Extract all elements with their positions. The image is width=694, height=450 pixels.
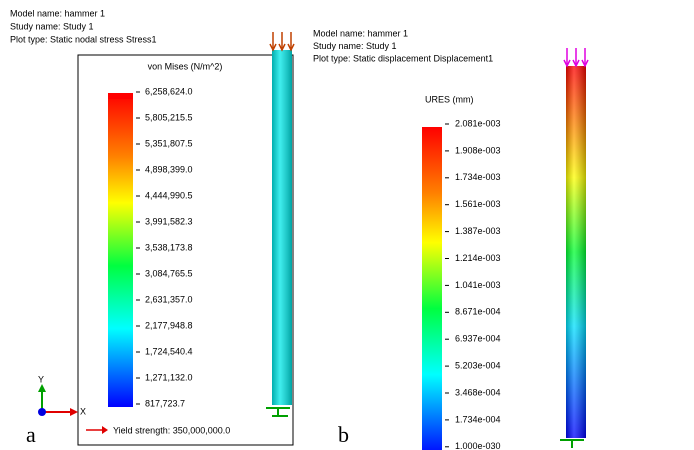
color-bar [422,127,442,450]
legend-label: 4,898,399.0 [145,164,193,174]
fixture [560,440,584,448]
color-bar-top [108,93,133,99]
header-line: Model name: hammer 1 [313,28,408,38]
legend-label: 3,538,173.8 [145,242,193,252]
legend-label: 2,631,357.0 [145,294,193,304]
legend-label: 6,258,624.0 [145,86,193,96]
axis-label: X [80,406,86,416]
header-line: Plot type: Static displacement Displacem… [313,53,493,63]
legend-title: von Mises (N/m^2) [148,61,223,71]
legend-label: 1.734e-004 [455,414,501,424]
legend-label: 2.081e-003 [455,118,501,128]
legend-label: 2,177,948.8 [145,320,193,330]
beam-shade [566,66,586,438]
legend-label: 1.214e-003 [455,253,501,263]
yield-strength: Yield strength: 350,000,000.0 [113,425,230,435]
header-line: Study name: Study 1 [10,21,94,31]
panel-label: b [338,422,349,447]
legend-label: 1.387e-003 [455,226,501,236]
legend-label: 5,805,215.5 [145,112,193,122]
legend-title: URES (mm) [425,94,474,104]
legend-label: 1,724,540.4 [145,346,193,356]
header-line: Study name: Study 1 [313,41,397,51]
axis-origin [38,408,46,416]
axis-label: Y [38,374,44,384]
panel-b: Model name: hammer 1 Study name: Study 1 P… [313,28,588,450]
legend-label: 3,991,582.3 [145,216,193,226]
legend-label: 1.561e-003 [455,199,501,209]
legend-label: 817,723.7 [145,398,185,408]
legend-label: 5,351,807.5 [145,138,193,148]
figure: Model name: hammer 1 Study name: Study 1 P… [0,0,694,450]
legend-label: 3,084,765.5 [145,268,193,278]
load-arrows [564,48,588,66]
header-line: Model name: hammer 1 [10,8,105,18]
legend-label: 1.908e-003 [455,145,501,155]
legend-label: 5.203e-004 [455,360,501,370]
legend-label: 1.000e-030 [455,441,501,450]
header-line: Plot type: Static nodal stress Stress1 [10,34,157,44]
axis-y-head [38,384,46,392]
fixture [266,408,290,416]
load-arrows [270,32,294,50]
legend-label: 1,271,132.0 [145,372,193,382]
panel-a: Model name: hammer 1 Study name: Study 1 P… [10,8,294,447]
legend-label: 1.734e-003 [455,172,501,182]
color-bar [108,93,133,407]
beam-shade [272,50,292,405]
legend-label: 1.041e-003 [455,280,501,290]
legend-label: 3.468e-004 [455,387,501,397]
panel-label: a [26,422,36,447]
legend-label: 4,444,990.5 [145,190,193,200]
axis-x-head [70,408,78,416]
yield-arrow-head [102,426,108,434]
legend-label: 8.671e-004 [455,307,501,317]
legend-label: 6.937e-004 [455,334,501,344]
